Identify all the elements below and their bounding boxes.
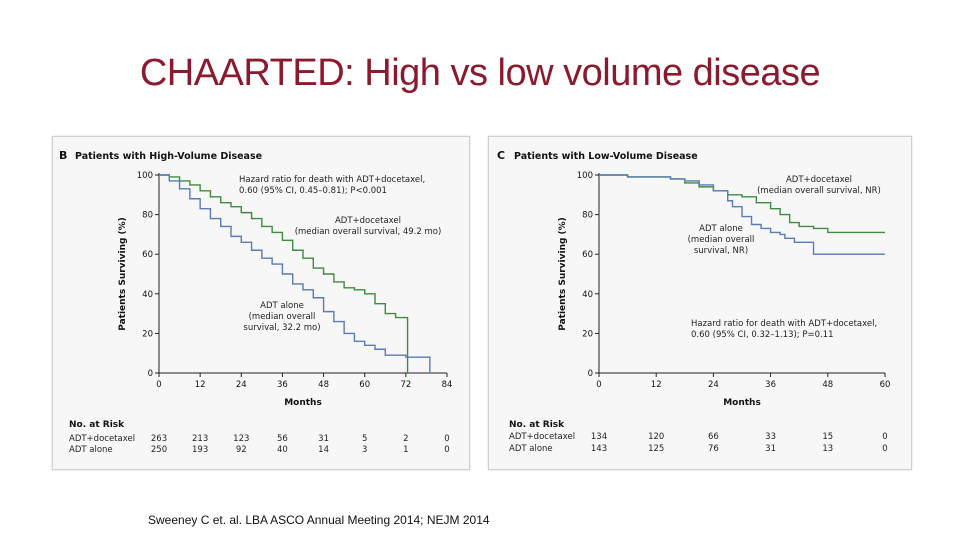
- risk-value: 125: [648, 444, 664, 454]
- y-tick-label: 60: [582, 250, 593, 260]
- risk-row-label: ADT alone: [509, 444, 553, 454]
- adt-docetaxel-annotation: ADT+docetaxel(median overall survival, 4…: [295, 216, 442, 237]
- x-tick-label: 84: [442, 380, 453, 390]
- y-tick-label: 80: [142, 211, 153, 221]
- risk-value: 0: [882, 444, 887, 454]
- survival-curve-adt-docetaxel: [159, 174, 409, 373]
- risk-value: 0: [444, 445, 449, 455]
- x-tick-label: 0: [596, 380, 601, 390]
- risk-table-title: No. at Risk: [69, 420, 125, 430]
- citation: Sweeney C et. al. LBA ASCO Annual Meetin…: [148, 513, 490, 527]
- adt-alone-annotation-line: survival, NR): [694, 246, 748, 256]
- adt-alone-annotation-line: (median overall: [249, 312, 316, 322]
- adt-docetaxel-annotation-line: (median overall survival, NR): [757, 186, 881, 196]
- x-tick-label: 12: [651, 380, 662, 390]
- x-axis-label: Months: [284, 398, 322, 408]
- risk-value: 33: [765, 432, 776, 442]
- risk-value: 213: [192, 434, 208, 444]
- adt-docetaxel-annotation: ADT+docetaxel(median overall survival, N…: [757, 175, 881, 196]
- adt-docetaxel-annotation-line: ADT+docetaxel: [335, 216, 401, 226]
- risk-value: 14: [318, 445, 329, 455]
- panel-letter: C: [497, 149, 505, 162]
- x-tick-label: 12: [195, 380, 206, 390]
- y-axis-label: Patients Surviving (%): [118, 217, 128, 331]
- risk-row-label: ADT+docetaxel: [509, 432, 575, 442]
- risk-value: 0: [882, 432, 887, 442]
- risk-row-label: ADT alone: [69, 445, 113, 455]
- risk-value: 31: [765, 444, 776, 454]
- risk-value: 123: [233, 434, 249, 444]
- x-tick-label: 24: [236, 380, 247, 390]
- y-tick-label: 60: [142, 250, 153, 260]
- x-tick-label: 72: [400, 380, 411, 390]
- chart-title: Patients with High-Volume Disease: [75, 151, 262, 162]
- y-tick-label: 40: [582, 290, 593, 300]
- x-tick-label: 60: [880, 380, 891, 390]
- chart-title: Patients with Low-Volume Disease: [514, 151, 698, 162]
- risk-value: 31: [318, 434, 329, 444]
- risk-value: 15: [822, 432, 833, 442]
- survival-curve-adt-alone: [159, 174, 431, 373]
- x-tick-label: 60: [359, 380, 370, 390]
- risk-value: 92: [236, 445, 247, 455]
- risk-value: 2: [403, 434, 408, 444]
- hazard-ratio-annotation: Hazard ratio for death with ADT+docetaxe…: [239, 175, 425, 196]
- hazard-ratio-annotation-line: Hazard ratio for death with ADT+docetaxe…: [239, 175, 425, 185]
- x-tick-label: 48: [822, 380, 833, 390]
- adt-docetaxel-annotation-line: ADT+docetaxel: [786, 175, 852, 185]
- risk-value: 13: [822, 444, 833, 454]
- risk-value: 134: [591, 432, 607, 442]
- adt-alone-annotation-line: (median overall: [688, 235, 755, 245]
- y-tick-label: 20: [582, 329, 593, 339]
- slide-title: CHAARTED: High vs low volume disease: [139, 52, 821, 94]
- risk-value: 66: [708, 432, 719, 442]
- y-tick-label: 40: [142, 290, 153, 300]
- y-tick-label: 20: [142, 329, 153, 339]
- adt-docetaxel-annotation-line: (median overall survival, 49.2 mo): [295, 227, 442, 237]
- panel-low-volume: C Patients with Low-Volume Disease 0 20 40 60…: [488, 136, 912, 470]
- x-tick-label: 36: [765, 380, 776, 390]
- hazard-ratio-annotation-line: 0.60 (95% CI, 0.45–0.81); P<0.001: [239, 186, 387, 196]
- hazard-ratio-annotation: Hazard ratio for death with ADT+docetaxe…: [691, 319, 877, 340]
- risk-value: 263: [151, 434, 167, 444]
- y-tick-label: 0: [148, 369, 153, 379]
- y-tick-label: 0: [588, 369, 593, 379]
- risk-value: 5: [362, 434, 367, 444]
- risk-value: 0: [444, 434, 449, 444]
- x-axis-label: Months: [723, 398, 761, 408]
- y-tick-label: 100: [137, 171, 153, 181]
- risk-row-label: ADT+docetaxel: [69, 434, 135, 444]
- adt-alone-annotation-line: survival, 32.2 mo): [243, 323, 320, 333]
- risk-value: 76: [708, 444, 719, 454]
- panel-letter: B: [59, 149, 67, 162]
- adt-alone-annotation-line: ADT alone: [260, 301, 304, 311]
- risk-value: 120: [648, 432, 664, 442]
- y-tick-label: 80: [582, 211, 593, 221]
- y-tick-label: 100: [577, 171, 593, 181]
- x-tick-label: 36: [277, 380, 288, 390]
- panel-high-volume: B Patients with High-Volume Disease 0 20 40 6…: [52, 136, 470, 470]
- x-tick-label: 48: [318, 380, 329, 390]
- risk-value: 250: [151, 445, 167, 455]
- y-axis-label: Patients Surviving (%): [558, 217, 568, 331]
- chart-high-volume: B Patients with High-Volume Disease020406…: [59, 149, 453, 455]
- hazard-ratio-annotation-line: 0.60 (95% CI, 0.32–1.13); P=0.11: [691, 330, 834, 340]
- chart-low-volume: C Patients with Low-Volume Disease 0 20 40 60…: [497, 149, 891, 454]
- risk-value: 143: [591, 444, 607, 454]
- risk-value: 40: [277, 445, 288, 455]
- risk-value: 3: [362, 445, 367, 455]
- risk-table-title: No. at Risk: [509, 420, 565, 430]
- risk-value: 1: [403, 445, 408, 455]
- x-tick-label: 24: [708, 380, 719, 390]
- hazard-ratio-annotation-line: Hazard ratio for death with ADT+docetaxe…: [691, 319, 877, 329]
- adt-alone-annotation-line: ADT alone: [699, 224, 743, 234]
- risk-value: 56: [277, 434, 288, 444]
- survival-curve-adt-alone: [599, 174, 885, 255]
- x-tick-label: 0: [156, 380, 161, 390]
- risk-value: 193: [192, 445, 208, 455]
